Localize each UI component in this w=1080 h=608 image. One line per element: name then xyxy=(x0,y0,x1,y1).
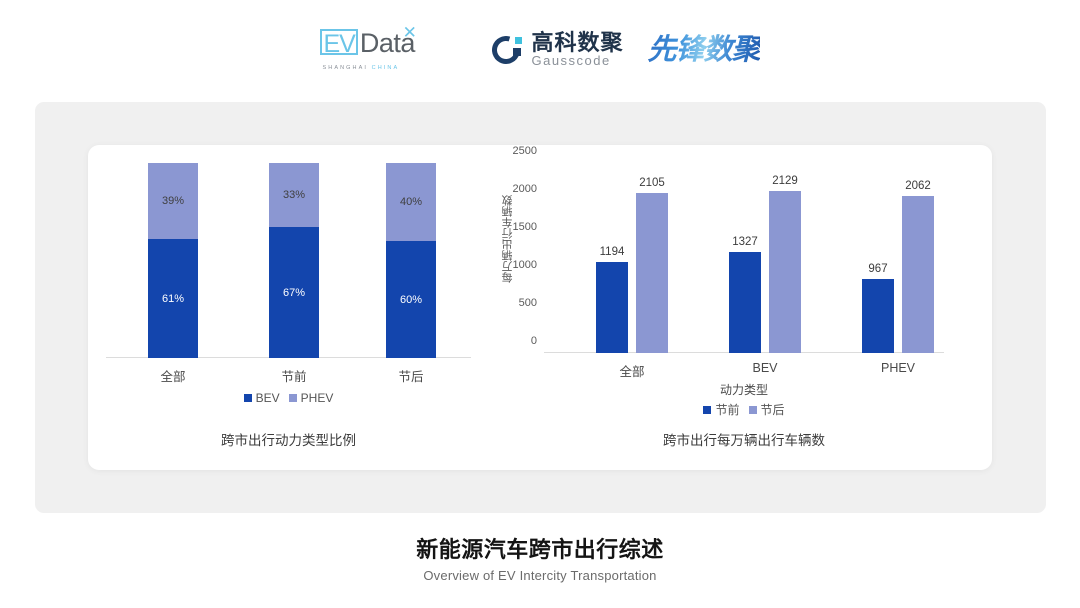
y-tick-label: 2000 xyxy=(512,183,537,195)
right-chart-caption: 跨市出行每万辆出行车辆数 xyxy=(663,433,825,448)
category-label: 全部 xyxy=(619,365,645,379)
bar-jiehou[interactable]: 2129 xyxy=(769,175,801,353)
xianfeng-name-cn: 先锋数聚 xyxy=(647,34,761,66)
legend-label: BEV xyxy=(255,391,280,405)
gausscode-logo: 高科数聚 Gausscode xyxy=(487,31,623,69)
bar-value-label: 967 xyxy=(868,263,888,276)
bar-segment-bev[interactable]: 61% xyxy=(148,239,198,358)
bar-segment-phev[interactable]: 33% xyxy=(269,163,319,228)
logo-bar: EV Data ✕ SHANGHAI CHINA 高科数聚 Gausscode … xyxy=(0,22,1080,78)
bar-value-label: 1194 xyxy=(599,246,625,259)
xianfeng-logo: 先锋数聚 xyxy=(647,34,761,66)
gausscode-name-en: Gausscode xyxy=(531,53,611,68)
chart-stacked-powertrain-share: 39% 61% 33% 67% 40% 60% 全部 节前 节后 B xyxy=(88,145,488,470)
stacked-bar-group[interactable]: 33% 67% xyxy=(269,163,319,358)
bar-jieqian[interactable]: 1194 xyxy=(596,246,628,353)
left-chart-legend: BEV PHEV xyxy=(106,391,471,405)
bar-value-label: 2062 xyxy=(905,180,931,193)
footer-title-block: 新能源汽车跨市出行综述 Overview of EV Intercity Tra… xyxy=(0,532,1080,583)
bar-value-label: 1327 xyxy=(732,236,758,249)
category-label: 节后 xyxy=(398,370,424,384)
legend-item-bev[interactable]: BEV xyxy=(243,391,280,405)
bar-jieqian[interactable]: 1327 xyxy=(729,236,761,353)
legend-label: 节后 xyxy=(760,403,785,417)
evdata-data-word: Data xyxy=(359,28,416,58)
category-label: PHEV xyxy=(880,361,916,375)
y-tick-label: 2500 xyxy=(512,145,537,157)
category-label: 全部 xyxy=(160,370,186,384)
evdata-tagline: SHANGHAI CHINA xyxy=(322,65,399,71)
y-tick-label: 500 xyxy=(518,297,537,309)
bar-segment-phev[interactable]: 40% xyxy=(386,163,436,241)
right-chart-legend: 节前 节后 xyxy=(544,401,944,418)
bar-segment-bev[interactable]: 60% xyxy=(386,241,436,358)
page-title: 新能源汽车跨市出行综述 xyxy=(416,537,664,562)
left-plot-area: 39% 61% 33% 67% 40% 60% 全部 节前 节后 B xyxy=(106,163,471,448)
legend-item-jieqian[interactable]: 节前 xyxy=(703,401,740,418)
gausscode-circle-icon xyxy=(487,31,526,69)
bar-jieqian[interactable]: 967 xyxy=(862,263,894,353)
charts-card: 39% 61% 33% 67% 40% 60% 全部 节前 节后 B xyxy=(88,145,992,470)
evdata-tagline-country: CHINA xyxy=(371,65,400,71)
gausscode-name-cn: 高科数聚 xyxy=(531,30,624,55)
page-subtitle: Overview of EV Intercity Transportation xyxy=(423,568,657,583)
evdata-tagline-city: SHANGHAI xyxy=(322,65,369,71)
y-tick-label: 1500 xyxy=(512,221,537,233)
right-plot-area: 2500 2000 1500 1000 500 0 1194 2105 1327… xyxy=(502,145,944,448)
bar-jiehou[interactable]: 2105 xyxy=(636,177,668,353)
bar-value-label: 2129 xyxy=(772,175,798,188)
chart-trips-per-10k-vehicles: 2500 2000 1500 1000 500 0 1194 2105 1327… xyxy=(488,145,992,470)
legend-item-phev[interactable]: PHEV xyxy=(288,391,334,405)
bar-value-label: 2105 xyxy=(639,177,665,190)
evdata-x-icon: ✕ xyxy=(402,23,417,42)
left-chart-caption: 跨市出行动力类型比例 xyxy=(221,433,356,448)
right-y-axis-title: 每万辆出行车辆数 xyxy=(502,195,514,283)
category-label: BEV xyxy=(752,361,778,375)
evdata-wordmark: EV Data ✕ xyxy=(320,23,417,61)
evdata-logo: EV Data ✕ SHANGHAI CHINA xyxy=(320,23,468,71)
stacked-bar-group[interactable]: 40% 60% xyxy=(386,163,436,358)
gausscode-wordmark: 高科数聚 Gausscode xyxy=(531,32,623,68)
bar-segment-phev[interactable]: 39% xyxy=(148,163,198,240)
legend-item-jiehou[interactable]: 节后 xyxy=(748,401,785,418)
y-tick-label: 1000 xyxy=(512,259,537,271)
legend-label: PHEV xyxy=(300,391,334,405)
legend-swatch-icon xyxy=(243,394,252,402)
legend-swatch-icon xyxy=(288,394,297,402)
y-tick-label: 0 xyxy=(530,335,537,347)
legend-swatch-icon xyxy=(703,405,712,414)
category-label: 节前 xyxy=(281,370,307,384)
bar-segment-bev[interactable]: 67% xyxy=(269,227,319,358)
stacked-bar-group[interactable]: 39% 61% xyxy=(148,163,198,358)
evdata-ev-mark: EV xyxy=(320,29,358,57)
legend-swatch-icon xyxy=(748,405,757,414)
right-x-axis-title: 动力类型 xyxy=(719,383,768,397)
legend-label: 节前 xyxy=(715,403,740,417)
bar-jiehou[interactable]: 2062 xyxy=(902,180,934,353)
